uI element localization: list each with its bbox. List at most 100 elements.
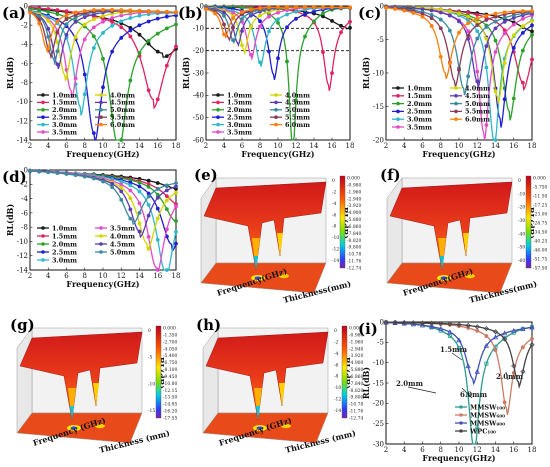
series-marker bbox=[466, 33, 471, 38]
series-marker bbox=[164, 26, 169, 31]
series-marker bbox=[55, 19, 60, 24]
series-marker bbox=[155, 187, 160, 191]
z-tick-label: -40 bbox=[518, 231, 525, 237]
series-marker bbox=[119, 197, 124, 202]
colorbar-label: -5.880 bbox=[347, 217, 362, 223]
series-marker bbox=[493, 14, 498, 19]
series-marker bbox=[249, 24, 253, 29]
series-marker bbox=[258, 19, 262, 24]
x-tick-label: 10 bbox=[99, 142, 108, 150]
x-tick-label: 4 bbox=[46, 142, 51, 150]
series-marker bbox=[128, 207, 133, 212]
colorbar-label: -7.840 bbox=[347, 231, 362, 237]
y-tick-label: -30 bbox=[193, 69, 204, 77]
colorbar-label: -8.100 bbox=[163, 367, 178, 373]
legend-entry: MMSW₈₀₀ bbox=[470, 419, 505, 427]
y-tick-label: -5 bbox=[377, 36, 384, 44]
series-marker bbox=[155, 181, 160, 185]
legend-marker bbox=[459, 421, 463, 425]
series-marker bbox=[128, 183, 133, 188]
x-tick-label: 12 bbox=[473, 446, 482, 454]
x-tick-label: 2 bbox=[28, 142, 32, 150]
series-marker bbox=[146, 246, 151, 251]
series-marker bbox=[82, 174, 87, 179]
series-marker bbox=[82, 8, 87, 13]
series-marker bbox=[146, 213, 151, 218]
z-tick-label: -5 bbox=[148, 355, 153, 361]
floor-contour-spot bbox=[281, 423, 291, 429]
series-marker bbox=[55, 49, 60, 54]
series-marker bbox=[174, 22, 178, 27]
x-tick-label: 6 bbox=[420, 446, 425, 454]
y-tick-label: -2 bbox=[21, 181, 28, 189]
series-marker bbox=[511, 9, 516, 14]
series-marker bbox=[137, 180, 142, 185]
series-marker bbox=[520, 80, 525, 85]
x-tick-label: 12 bbox=[117, 142, 126, 150]
legend-marker bbox=[41, 108, 45, 112]
y-tick-label: -14 bbox=[17, 266, 29, 274]
y-axis-label: RL(dB) bbox=[361, 57, 371, 89]
series-marker bbox=[447, 334, 452, 339]
series-marker bbox=[429, 24, 434, 28]
legend-marker bbox=[99, 108, 103, 112]
series-marker bbox=[303, 12, 307, 17]
legend-marker bbox=[99, 100, 103, 105]
series-marker bbox=[267, 5, 271, 10]
legend-entry: 5.0mm bbox=[285, 106, 310, 114]
series-marker bbox=[28, 169, 32, 173]
y-tick-label: 0 bbox=[200, 2, 204, 10]
series-marker bbox=[294, 98, 298, 103]
series-marker bbox=[520, 9, 525, 13]
legend-entry: 1.0mm bbox=[52, 91, 77, 99]
series-marker bbox=[155, 97, 160, 102]
series-marker bbox=[294, 5, 298, 9]
series-marker bbox=[530, 19, 534, 23]
series-marker bbox=[502, 400, 507, 405]
series-marker bbox=[475, 12, 480, 17]
y-tick-label: -8 bbox=[21, 224, 28, 232]
series-marker bbox=[520, 369, 526, 375]
series-marker bbox=[137, 211, 142, 215]
series-marker bbox=[312, 5, 316, 10]
legend-marker bbox=[99, 122, 103, 127]
legend-marker bbox=[459, 429, 463, 433]
y-tick-label: -20 bbox=[373, 136, 384, 144]
series-marker bbox=[73, 76, 78, 81]
y-tick-label: -10 bbox=[17, 98, 28, 106]
series-marker bbox=[484, 361, 489, 366]
colorbar-label: -12.15 bbox=[163, 388, 178, 394]
y-tick-label: -12 bbox=[17, 252, 28, 260]
series-marker bbox=[222, 13, 226, 18]
series-marker bbox=[457, 19, 461, 24]
y-tick-label: -60 bbox=[193, 136, 204, 144]
series-marker bbox=[213, 11, 217, 16]
colorbar-label: -34.50 bbox=[533, 230, 548, 236]
panel-label: (h) bbox=[196, 316, 221, 334]
z-tick-label: -6 bbox=[332, 212, 337, 218]
series-marker bbox=[348, 5, 352, 10]
y-tick-label: -4 bbox=[21, 41, 28, 49]
series-marker bbox=[137, 23, 142, 28]
series-marker bbox=[502, 97, 507, 102]
z-tick-label: 0 bbox=[148, 328, 151, 334]
floor-contour-core bbox=[70, 426, 78, 430]
series-marker bbox=[276, 10, 280, 15]
surface-dip-core bbox=[254, 256, 258, 270]
series-marker bbox=[174, 181, 178, 186]
x-tick-label: 2 bbox=[204, 142, 208, 150]
panel-label: (c) bbox=[358, 4, 381, 22]
series-marker bbox=[258, 60, 262, 65]
y-tick-label: -30 bbox=[373, 440, 384, 448]
series-marker bbox=[119, 138, 124, 142]
series-marker bbox=[174, 204, 178, 209]
series-marker bbox=[258, 24, 262, 29]
series-marker bbox=[530, 9, 534, 13]
z-tick-label: -6 bbox=[334, 362, 339, 368]
series-marker bbox=[231, 38, 235, 43]
series-marker bbox=[383, 319, 389, 325]
series-marker bbox=[348, 19, 352, 24]
series-marker bbox=[64, 13, 69, 18]
surface-sheet bbox=[19, 331, 143, 421]
